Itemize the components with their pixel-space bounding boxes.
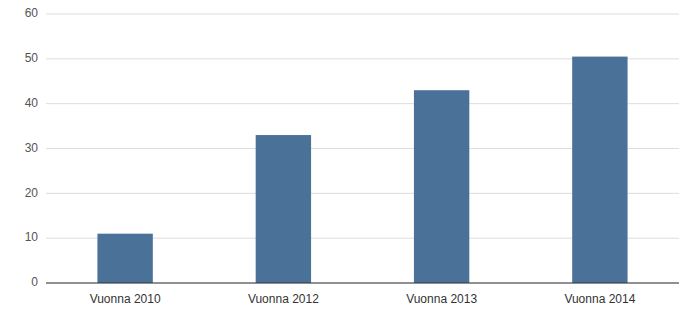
y-tick-label: 30 [25,141,39,155]
x-tick-label: Vuonna 2013 [406,292,477,306]
chart-container: 0102030405060Vuonna 2010Vuonna 2012Vuonn… [0,0,695,321]
bar [572,57,627,283]
y-tick-label: 60 [25,6,39,20]
bar [256,135,311,283]
x-tick-label: Vuonna 2012 [248,292,319,306]
grid [46,14,679,283]
bar [414,90,469,283]
y-tick-label: 40 [25,96,39,110]
x-tick-label: Vuonna 2014 [564,292,635,306]
y-tick-label: 10 [25,230,39,244]
grid-line [46,283,679,284]
grid-line [46,14,679,15]
y-tick-label: 20 [25,186,39,200]
bar [97,234,152,283]
y-tick-label: 50 [25,51,39,65]
x-tick-label: Vuonna 2010 [90,292,161,306]
bars [97,57,627,283]
chart: 0102030405060Vuonna 2010Vuonna 2012Vuonn… [0,0,695,321]
x-axis-line [46,283,679,284]
y-tick-label: 0 [31,275,38,289]
y-axis: 0 10 20 30 40 50 60 [25,6,39,289]
x-axis: Vuonna 2010 Vuonna 2012 Vuonna 2013 Vuonna … [46,283,679,306]
